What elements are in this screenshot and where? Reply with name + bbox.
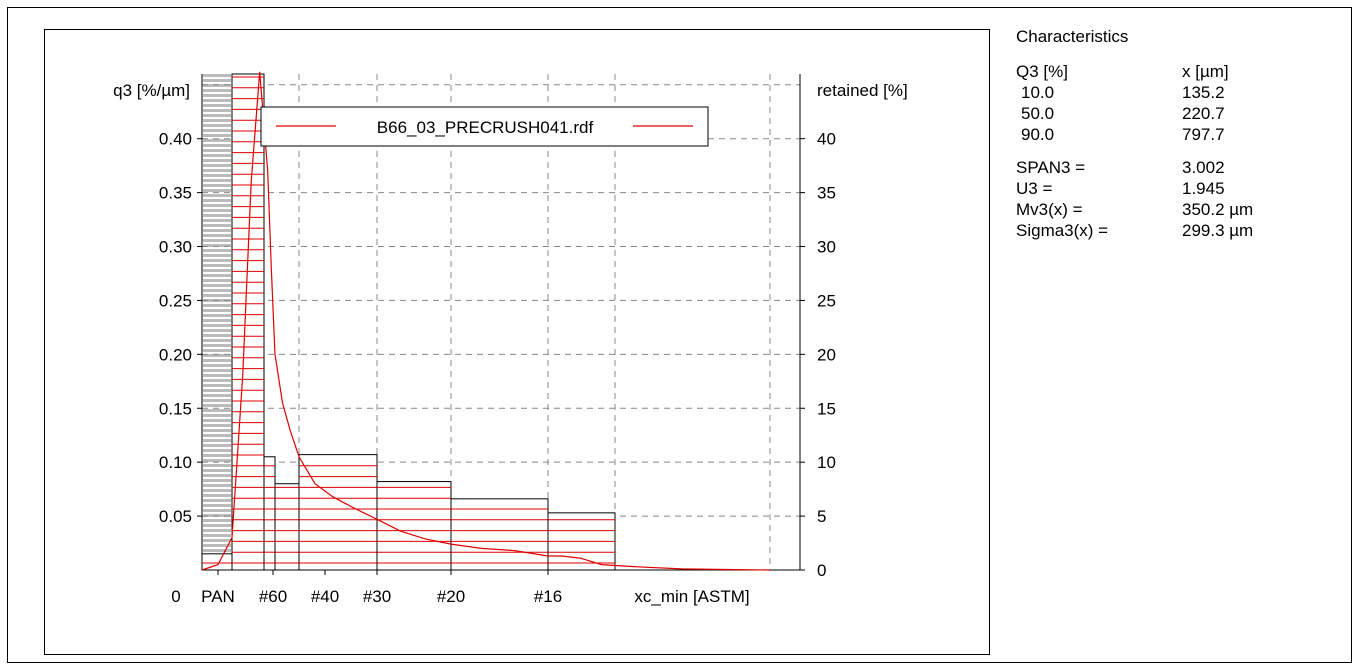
stat-value: 299.3 µm <box>1182 221 1254 240</box>
stat-value: 3.002 <box>1182 158 1225 177</box>
y-tick-label-right: 40 <box>817 130 836 149</box>
y-tick-label-left: 0.35 <box>159 184 192 203</box>
x-axis-title: xc_min [ASTM] <box>634 587 749 606</box>
bar <box>298 454 378 571</box>
bar <box>201 553 233 571</box>
x-tick-label: #60 <box>259 587 287 606</box>
x-tick-label: PAN <box>201 587 235 606</box>
stat-row: Sigma3(x) = 299.3 µm <box>1016 220 1253 241</box>
y-tick-label-right: 35 <box>817 184 836 203</box>
y-tick-label-right: 30 <box>817 238 836 257</box>
x-value: 220.7 <box>1182 104 1225 123</box>
y-tick-label-left: 0.40 <box>159 130 192 149</box>
bar-rect <box>376 481 452 571</box>
plot-panel <box>44 29 990 655</box>
y-tick-label-left: 0.30 <box>159 238 192 257</box>
x-tick-label: #40 <box>311 587 339 606</box>
y-tick-label-left: 0.20 <box>159 345 192 364</box>
char-row: 90.0 797.7 <box>1016 124 1253 145</box>
y-tick-label-left: 0.15 <box>159 399 192 418</box>
x-value: 135.2 <box>1182 83 1225 102</box>
bar <box>547 512 616 571</box>
x-column-header: x [µm] <box>1182 62 1229 81</box>
bar <box>231 73 265 571</box>
char-header-row: Q3 [%] x [µm] <box>1016 61 1253 82</box>
bar <box>274 483 300 571</box>
stat-row: SPAN3 = 3.002 <box>1016 157 1253 178</box>
y-tick-label-right: 10 <box>817 453 836 472</box>
characteristics-panel: Characteristics Q3 [%] x [µm] 10.0 135.2… <box>1016 26 1253 241</box>
legend: B66_03_PRECRUSH041.rdf <box>260 106 709 147</box>
stat-label: Sigma3(x) = <box>1016 221 1109 240</box>
bar-rect <box>201 553 233 571</box>
legend-label: B66_03_PRECRUSH041.rdf <box>377 118 594 137</box>
y-tick-label-left: 0.25 <box>159 291 192 310</box>
distribution-chart: 0.05 0.10 0.15 0.20 0.25 0.30 0.35 0.40 0 5 10 15 20… <box>113 71 908 606</box>
x-tick-label: #30 <box>363 587 391 606</box>
q3-value: 50.0 <box>1021 104 1055 123</box>
stat-label: U3 = <box>1016 179 1053 198</box>
density-curve <box>201 71 771 571</box>
stat-label: Mv3(x) = <box>1016 200 1083 219</box>
char-row: 50.0 220.7 <box>1016 103 1253 124</box>
x-value: 797.7 <box>1182 125 1225 144</box>
bar <box>263 456 276 571</box>
y-tick-label-right: 20 <box>817 345 836 364</box>
bar <box>450 498 549 571</box>
stat-value: 1.945 <box>1182 179 1225 198</box>
pan-hatch-region <box>203 74 231 570</box>
q3-value: 10.0 <box>1021 83 1055 102</box>
characteristics-title: Characteristics <box>1016 27 1129 46</box>
y-axis-title-right: retained [%] <box>817 81 908 100</box>
stat-row: Mv3(x) = 350.2 µm <box>1016 199 1253 220</box>
y-axis-title-left: q3 [%/µm] <box>113 81 190 100</box>
bar-rect <box>450 498 549 571</box>
x-tick-label: 0 <box>171 587 180 606</box>
y-tick-label-right: 0 <box>817 561 826 580</box>
report-frame <box>7 7 1352 663</box>
bar-rect <box>263 456 276 571</box>
y-tick-label-right: 15 <box>817 399 836 418</box>
q3-column-header: Q3 [%] <box>1016 62 1068 81</box>
stat-label: SPAN3 = <box>1016 158 1086 177</box>
char-row: 10.0 135.2 <box>1016 82 1253 103</box>
stat-value: 350.2 µm <box>1182 200 1254 219</box>
stat-row: U3 = 1.945 <box>1016 178 1253 199</box>
bar-rect <box>274 483 300 571</box>
y-tick-label-right: 5 <box>817 507 826 526</box>
bars <box>201 73 616 571</box>
bar <box>376 481 452 571</box>
q3-value: 90.0 <box>1021 125 1055 144</box>
bar-rect <box>231 73 265 571</box>
x-tick-label: #20 <box>437 587 465 606</box>
y-tick-label-left: 0.10 <box>159 453 192 472</box>
x-tick-label: #16 <box>534 587 562 606</box>
y-tick-label-right: 25 <box>817 291 836 310</box>
y-tick-label-left: 0.05 <box>159 507 192 526</box>
